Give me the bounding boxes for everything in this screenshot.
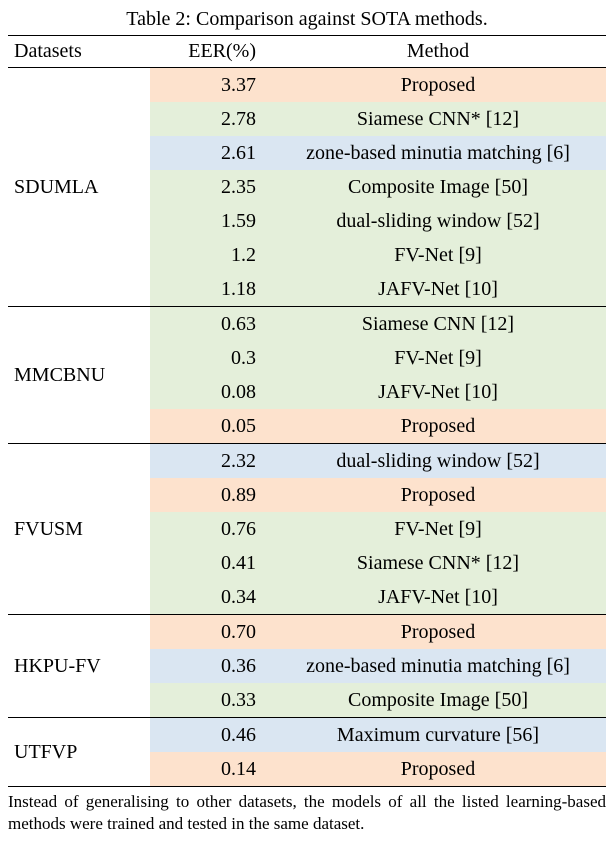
method-cell: Proposed	[270, 68, 606, 103]
eer-cell: 0.63	[150, 307, 270, 342]
dataset-label: HKPU-FV	[8, 615, 150, 718]
header-method: Method	[270, 36, 606, 68]
eer-cell: 2.78	[150, 102, 270, 136]
method-cell: FV-Net [9]	[270, 238, 606, 272]
table-footnote: Instead of generalising to other dataset…	[8, 791, 606, 835]
eer-cell: 1.59	[150, 204, 270, 238]
method-cell: FV-Net [9]	[270, 512, 606, 546]
eer-cell: 2.35	[150, 170, 270, 204]
eer-cell: 0.34	[150, 580, 270, 615]
header-datasets: Datasets	[8, 36, 150, 68]
method-cell: Siamese CNN* [12]	[270, 102, 606, 136]
method-cell: Composite Image [50]	[270, 683, 606, 718]
method-cell: Siamese CNN [12]	[270, 307, 606, 342]
method-cell: Proposed	[270, 478, 606, 512]
method-cell: Proposed	[270, 752, 606, 787]
eer-cell: 3.37	[150, 68, 270, 103]
comparison-table: Datasets EER(%) Method SDUMLA3.37Propose…	[8, 35, 606, 787]
eer-cell: 0.36	[150, 649, 270, 683]
method-cell: Siamese CNN* [12]	[270, 546, 606, 580]
method-cell: dual-sliding window [52]	[270, 444, 606, 479]
dataset-label: FVUSM	[8, 444, 150, 615]
method-cell: FV-Net [9]	[270, 341, 606, 375]
method-cell: zone-based minutia matching [6]	[270, 649, 606, 683]
method-cell: Maximum curvature [56]	[270, 718, 606, 753]
table-caption: Table 2: Comparison against SOTA methods…	[8, 8, 606, 31]
eer-cell: 0.08	[150, 375, 270, 409]
eer-cell: 1.18	[150, 272, 270, 307]
eer-cell: 0.33	[150, 683, 270, 718]
method-cell: Proposed	[270, 615, 606, 650]
method-cell: Proposed	[270, 409, 606, 444]
eer-cell: 0.46	[150, 718, 270, 753]
dataset-label: MMCBNU	[8, 307, 150, 444]
dataset-label: SDUMLA	[8, 68, 150, 307]
method-cell: JAFV-Net [10]	[270, 272, 606, 307]
method-cell: JAFV-Net [10]	[270, 375, 606, 409]
eer-cell: 0.70	[150, 615, 270, 650]
eer-cell: 0.89	[150, 478, 270, 512]
eer-cell: 0.05	[150, 409, 270, 444]
header-eer: EER(%)	[150, 36, 270, 68]
method-cell: zone-based minutia matching [6]	[270, 136, 606, 170]
eer-cell: 1.2	[150, 238, 270, 272]
eer-cell: 0.41	[150, 546, 270, 580]
eer-cell: 0.76	[150, 512, 270, 546]
eer-cell: 2.32	[150, 444, 270, 479]
dataset-label: UTFVP	[8, 718, 150, 787]
eer-cell: 0.14	[150, 752, 270, 787]
method-cell: dual-sliding window [52]	[270, 204, 606, 238]
eer-cell: 0.3	[150, 341, 270, 375]
method-cell: Composite Image [50]	[270, 170, 606, 204]
method-cell: JAFV-Net [10]	[270, 580, 606, 615]
eer-cell: 2.61	[150, 136, 270, 170]
